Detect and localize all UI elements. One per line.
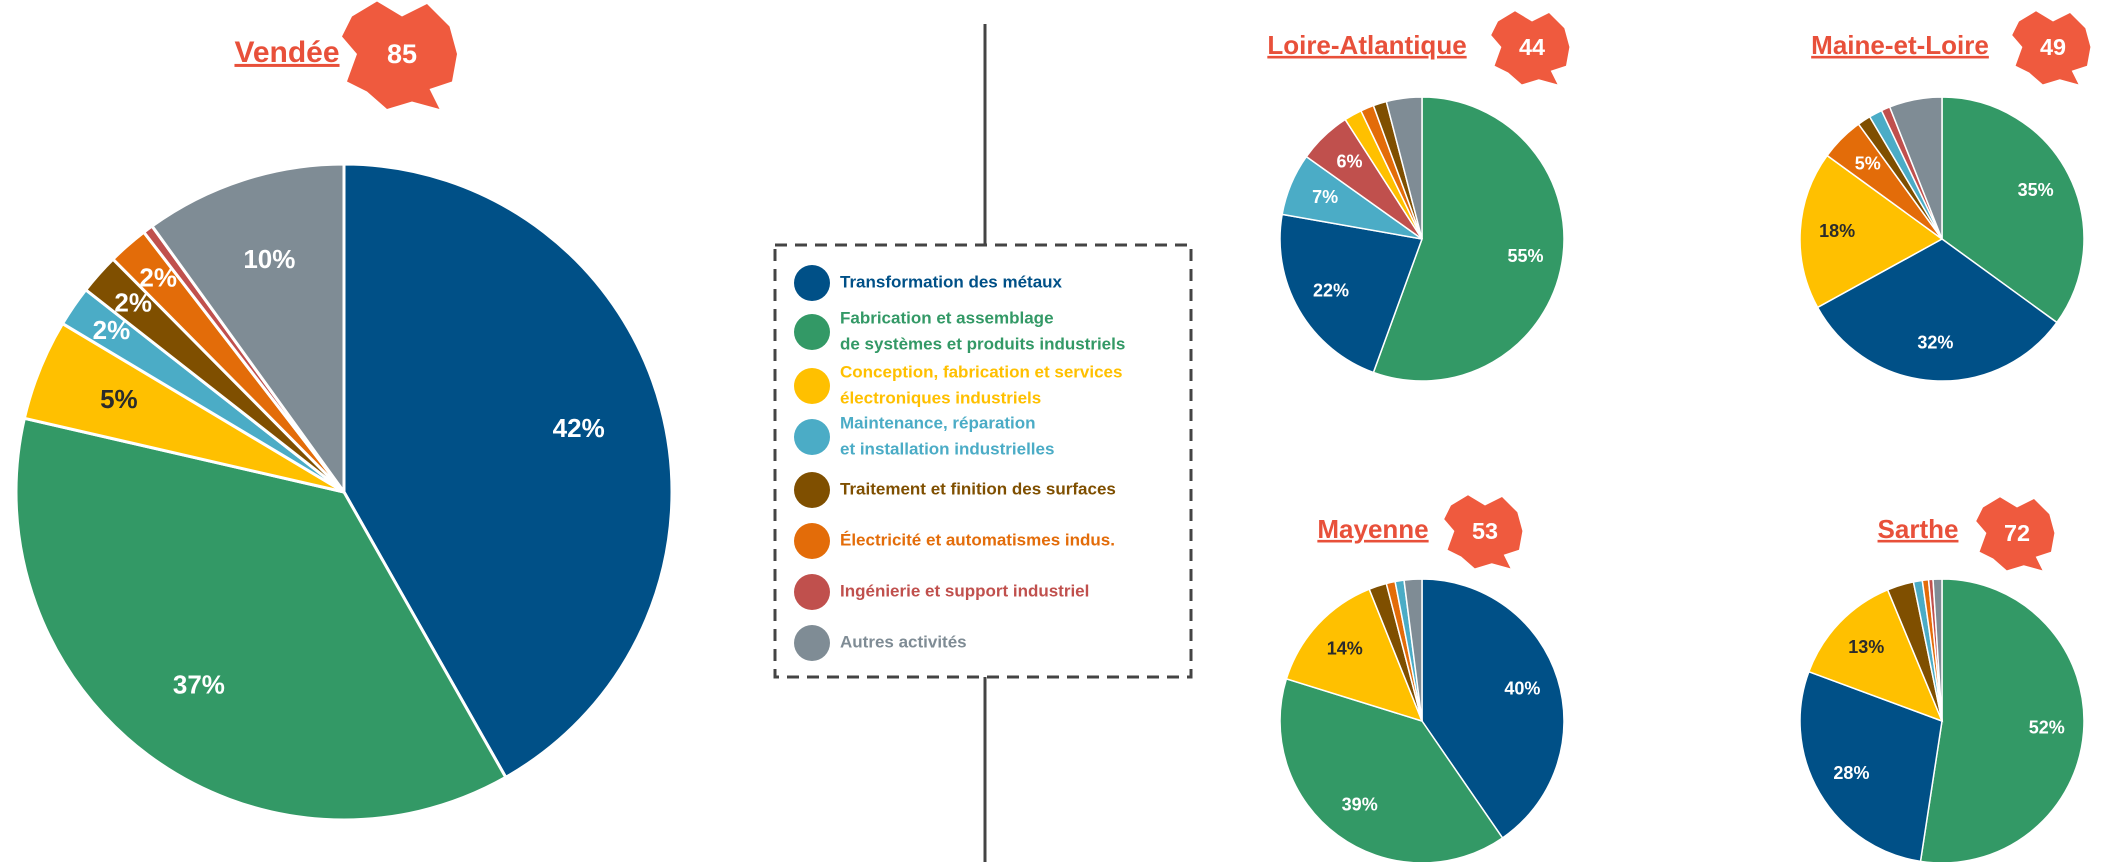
slice-label: 52% bbox=[2029, 718, 2065, 738]
department-map bbox=[1976, 497, 2055, 571]
slice-label: 10% bbox=[243, 244, 295, 274]
department-map bbox=[1444, 495, 1523, 569]
pie-slice bbox=[1372, 96, 1565, 382]
pie-slice bbox=[1385, 96, 1423, 240]
slice-label: 5% bbox=[100, 384, 138, 414]
slice-label: 7% bbox=[1312, 187, 1338, 207]
slice-label: 22% bbox=[1313, 280, 1349, 300]
slice-label: 40% bbox=[1504, 679, 1540, 699]
pie-slice bbox=[1279, 677, 1504, 862]
slice-label: 32% bbox=[1917, 333, 1953, 353]
department-number: 49 bbox=[2040, 34, 2066, 60]
slice-label: 42% bbox=[553, 413, 605, 443]
pie-title: Loire-Atlantique bbox=[1267, 30, 1466, 60]
pie-slice bbox=[1279, 213, 1424, 374]
legend-swatch bbox=[794, 574, 830, 610]
slice-label: 55% bbox=[1507, 246, 1543, 266]
pie-slice bbox=[1919, 578, 2085, 862]
slice-label: 5% bbox=[1855, 153, 1881, 173]
legend-label: Électricité et automatismes indus. bbox=[840, 530, 1115, 549]
slice-label: 35% bbox=[2018, 180, 2054, 200]
legend-label: Ingénierie et support industriel bbox=[840, 581, 1089, 600]
pie-slice bbox=[14, 416, 508, 822]
legend-label: Fabrication et assemblage bbox=[840, 308, 1054, 327]
pie-slice bbox=[1941, 96, 2085, 324]
slice-label: 37% bbox=[173, 669, 225, 699]
slice-label: 13% bbox=[1848, 637, 1884, 657]
slice-label: 18% bbox=[1819, 221, 1855, 241]
pie-slice bbox=[1816, 238, 2058, 382]
legend-label: Transformation des métaux bbox=[840, 272, 1063, 291]
pie-slice bbox=[149, 162, 346, 497]
pie-slice bbox=[1421, 578, 1565, 840]
legend-label: Autres activités bbox=[840, 632, 967, 651]
legend-swatch bbox=[794, 265, 830, 301]
slice-label: 6% bbox=[1336, 152, 1362, 172]
pie-title: Maine-et-Loire bbox=[1811, 30, 1989, 60]
pie-slice bbox=[342, 162, 674, 780]
department-number: 72 bbox=[2004, 520, 2030, 546]
pie-slice bbox=[1403, 578, 1423, 722]
pie-slice bbox=[1807, 588, 1944, 723]
department-map bbox=[342, 1, 457, 109]
department-map bbox=[2012, 11, 2091, 85]
pie-title: Vendée bbox=[234, 36, 339, 69]
slice-label: 28% bbox=[1833, 763, 1869, 783]
legend-label: de systèmes et produits industriels bbox=[840, 334, 1125, 353]
legend-swatch bbox=[794, 314, 830, 350]
pie-title: Mayenne bbox=[1317, 514, 1428, 544]
pie-title: Sarthe bbox=[1878, 514, 1959, 544]
legend-label: Conception, fabrication et services bbox=[840, 362, 1122, 381]
legend-label: Maintenance, réparation bbox=[840, 413, 1036, 432]
legend-label: électroniques industriels bbox=[840, 388, 1041, 407]
department-number: 53 bbox=[1472, 518, 1498, 544]
legend-swatch bbox=[794, 625, 830, 661]
pie-slice bbox=[1932, 578, 1943, 722]
pie-slice bbox=[1285, 588, 1424, 723]
legend-swatch bbox=[794, 368, 830, 404]
slice-label: 39% bbox=[1342, 794, 1378, 814]
pie-slice bbox=[1799, 670, 1943, 862]
legend-swatch bbox=[794, 419, 830, 455]
department-number: 44 bbox=[1519, 34, 1545, 60]
legend-swatch bbox=[794, 472, 830, 508]
department-number: 85 bbox=[387, 39, 417, 69]
slice-label: 14% bbox=[1327, 638, 1363, 658]
pie-slice bbox=[1799, 154, 1944, 309]
department-map bbox=[1491, 11, 1570, 85]
legend-swatch bbox=[794, 523, 830, 559]
legend-box bbox=[773, 243, 1193, 679]
legend-label: Traitement et finition des surfaces bbox=[840, 479, 1116, 498]
pie-slice bbox=[1888, 96, 1943, 240]
legend-label: et installation industrielles bbox=[840, 439, 1054, 458]
